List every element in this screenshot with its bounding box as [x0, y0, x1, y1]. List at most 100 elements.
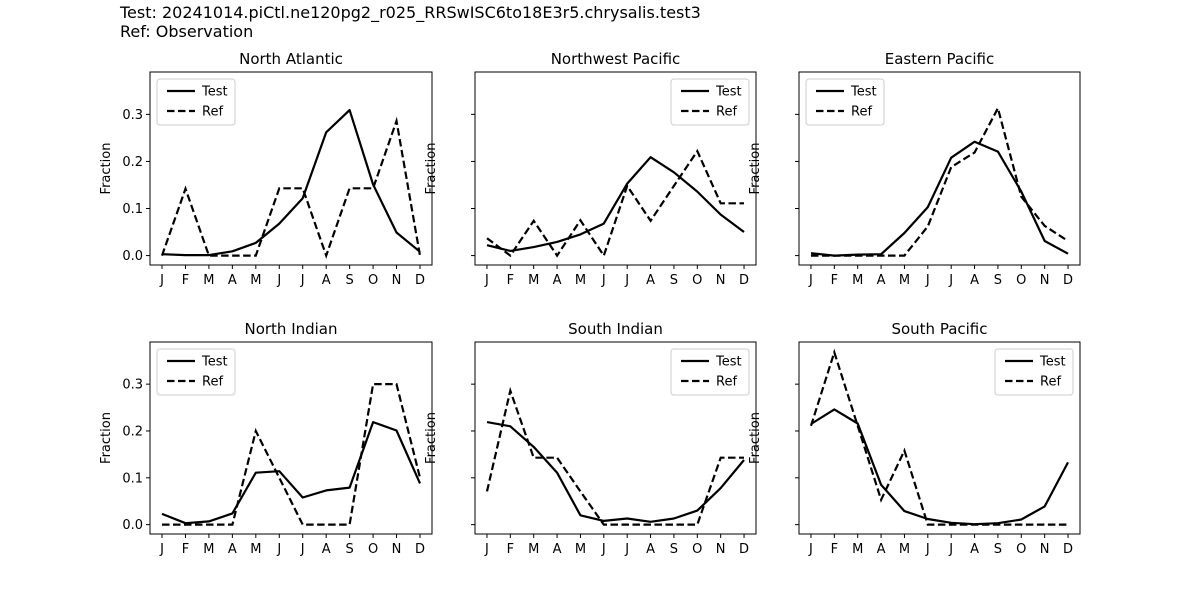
x-tick-label: M	[528, 273, 539, 288]
x-tick-label: J	[948, 273, 953, 288]
x-tick-label: N	[716, 542, 726, 557]
y-tick-label: 0.3	[122, 378, 143, 393]
legend-label-ref: Ref	[202, 375, 223, 390]
x-tick-label: A	[322, 273, 331, 288]
y-axis-label: Fraction	[99, 412, 114, 464]
x-tick-label: D	[415, 542, 425, 557]
x-tick-label: D	[739, 273, 749, 288]
series-line-ref	[485, 386, 744, 526]
x-tick-label: O	[368, 273, 378, 288]
x-tick-label: S	[346, 273, 354, 288]
x-tick-label: A	[877, 542, 886, 557]
x-tick-label: F	[507, 542, 514, 557]
x-tick-label: A	[553, 542, 562, 557]
y-tick-label: 0.0	[122, 518, 143, 533]
series-line-ref	[486, 148, 744, 259]
x-tick-label: J	[601, 542, 606, 557]
series-line-ref	[160, 116, 422, 259]
x-tick-label: A	[553, 273, 562, 288]
panel-title: South Pacific	[891, 320, 987, 338]
x-tick-label: S	[670, 542, 678, 557]
series-line-ref	[162, 383, 422, 526]
x-tick-label: M	[899, 542, 910, 557]
x-tick-label: D	[1063, 542, 1073, 557]
x-tick-label: M	[852, 273, 863, 288]
legend-label-ref: Ref	[1040, 375, 1061, 390]
y-axis-label: Fraction	[748, 412, 763, 464]
series-line-test	[161, 421, 422, 525]
x-tick-label: J	[925, 542, 930, 557]
x-tick-label: O	[1016, 542, 1026, 557]
legend-label-test: Test	[715, 355, 742, 370]
x-tick-label: J	[276, 542, 281, 557]
legend-label-ref: Ref	[202, 105, 223, 120]
x-tick-label: O	[368, 542, 378, 557]
x-tick-label: F	[182, 542, 189, 557]
y-tick-label: 0.2	[122, 155, 143, 170]
panel-title: Northwest Pacific	[551, 50, 681, 68]
x-tick-label: N	[1040, 273, 1050, 288]
legend: Test Ref	[994, 348, 1074, 396]
x-tick-label: N	[392, 273, 402, 288]
x-tick-label: F	[831, 273, 838, 288]
x-tick-label: S	[346, 542, 354, 557]
x-tick-label: D	[415, 273, 425, 288]
y-axis-label: Fraction	[424, 412, 439, 464]
x-tick-label: M	[575, 273, 586, 288]
y-tick-label: 0.3	[122, 108, 143, 123]
x-tick-label: J	[484, 542, 489, 557]
legend: Test Ref	[156, 78, 236, 126]
x-tick-label: J	[808, 273, 813, 288]
legend: Test Ref	[156, 348, 236, 396]
series-line-test	[486, 156, 745, 252]
x-tick-label: M	[203, 542, 214, 557]
x-tick-label: A	[646, 273, 655, 288]
x-tick-label: J	[808, 542, 813, 557]
x-tick-label: N	[716, 273, 726, 288]
x-tick-label: N	[1040, 542, 1050, 557]
y-tick-label: 0.1	[122, 471, 143, 486]
legend: Test Ref	[670, 348, 750, 396]
x-tick-label: J	[300, 542, 305, 557]
axes-frame	[149, 341, 433, 535]
y-axis-label: Fraction	[99, 143, 114, 195]
x-tick-label: J	[159, 542, 164, 557]
x-tick-label: J	[948, 542, 953, 557]
x-tick-label: J	[159, 273, 164, 288]
axes-frame	[474, 71, 757, 266]
series-line-ref	[809, 348, 1068, 526]
x-tick-label: A	[228, 542, 237, 557]
x-tick-label: A	[646, 542, 655, 557]
y-axis-label: Fraction	[748, 143, 763, 195]
panel-title: South Indian	[568, 320, 663, 338]
x-tick-label: D	[739, 542, 749, 557]
legend-label-ref: Ref	[716, 375, 737, 390]
x-tick-label: M	[528, 542, 539, 557]
x-tick-label: J	[925, 273, 930, 288]
x-tick-label: M	[575, 542, 586, 557]
x-tick-label: M	[203, 273, 214, 288]
x-tick-label: J	[484, 273, 489, 288]
x-tick-label: D	[1063, 273, 1073, 288]
x-tick-label: F	[182, 273, 189, 288]
legend-label-ref: Ref	[716, 105, 737, 120]
axes-frame	[798, 71, 1081, 266]
x-tick-label: M	[250, 273, 261, 288]
x-tick-label: A	[970, 542, 979, 557]
y-axis-label: Fraction	[424, 143, 439, 195]
x-tick-label: J	[601, 273, 606, 288]
y-tick-label: 0.2	[122, 424, 143, 439]
suptitle-test: Test: 20241014.piCtl.ne120pg2_r025_RRSwI…	[120, 3, 701, 22]
x-tick-label: J	[624, 542, 629, 557]
panel-title: North Indian	[244, 320, 337, 338]
x-tick-label: O	[692, 542, 702, 557]
x-tick-label: M	[250, 542, 261, 557]
y-tick-label: 0.1	[122, 202, 143, 217]
